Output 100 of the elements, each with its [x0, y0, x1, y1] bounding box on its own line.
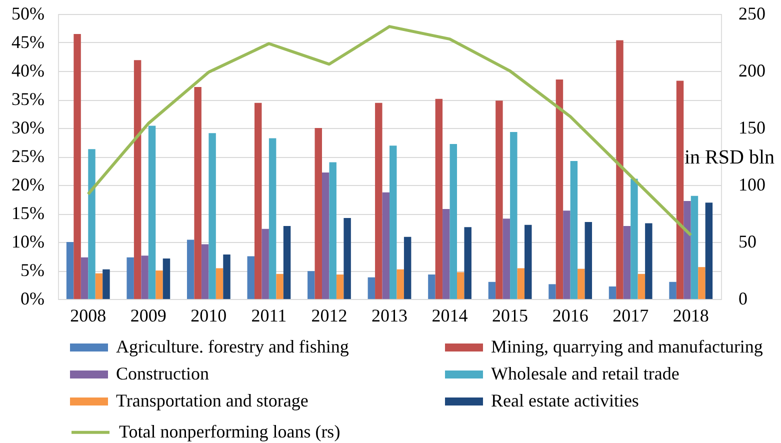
- bar: [314, 128, 322, 299]
- bar: [102, 269, 110, 299]
- bar: [162, 258, 170, 299]
- x-tick-label: 2015: [492, 306, 528, 326]
- y-tick-label: 25%: [12, 146, 44, 166]
- bar: [698, 267, 706, 299]
- x-tick-label: 2008: [70, 306, 106, 326]
- bar: [201, 244, 209, 299]
- y2-tick-label: 150: [738, 118, 766, 138]
- legend-label: Agriculture. forestry and fishing: [116, 336, 349, 356]
- bar: [705, 202, 713, 299]
- bar: [510, 132, 518, 299]
- y-tick-label: 35%: [12, 89, 44, 109]
- bar: [630, 178, 638, 299]
- y-tick-label: 15%: [12, 203, 44, 223]
- x-tick-label: 2018: [672, 306, 709, 326]
- bar: [645, 223, 652, 299]
- legend-label: Wholesale and retail trade: [491, 364, 680, 384]
- bar: [390, 146, 397, 299]
- bar: [382, 192, 390, 299]
- bar: [496, 100, 503, 299]
- y-tick-label: 45%: [12, 32, 44, 52]
- bar: [690, 196, 698, 299]
- bar: [570, 161, 578, 299]
- bar: [66, 242, 74, 299]
- bar: [141, 256, 148, 299]
- bar: [336, 274, 344, 299]
- bar: [608, 286, 616, 299]
- bar: [524, 224, 532, 299]
- bar: [308, 271, 315, 299]
- y2-tick-label: 200: [738, 60, 766, 80]
- bar: [396, 269, 404, 299]
- bar: [194, 86, 202, 299]
- x-tick-label: 2017: [612, 306, 649, 326]
- y-tick-label: 40%: [12, 60, 44, 80]
- y-tick-label: 20%: [12, 174, 44, 194]
- y2-tick-label: 250: [738, 4, 766, 24]
- bar: [283, 226, 291, 299]
- x-tick-label: 2009: [130, 306, 166, 326]
- legend-label: Transportation and storage: [116, 390, 308, 410]
- bar: [254, 102, 262, 299]
- bar: [584, 222, 592, 299]
- y2-tick-label: 50: [738, 232, 756, 252]
- bar: [442, 208, 450, 299]
- bar: [578, 268, 585, 299]
- x-tick-label: 2011: [251, 306, 287, 326]
- bar: [88, 149, 96, 299]
- x-tick-label: 2014: [432, 306, 468, 326]
- bar: [262, 228, 269, 299]
- bar: [247, 256, 254, 299]
- legend-label: Mining, quarrying and manufacturing: [491, 336, 763, 356]
- bar: [404, 236, 412, 299]
- bar: [186, 240, 194, 299]
- x-tick-label: 2012: [311, 306, 348, 326]
- bar: [223, 254, 230, 299]
- bar: [428, 274, 436, 299]
- bar: [684, 200, 691, 299]
- x-tick-label: 2010: [190, 306, 227, 326]
- bar: [216, 268, 224, 299]
- bar: [502, 218, 510, 299]
- bar: [95, 273, 103, 299]
- bar: [676, 80, 684, 299]
- bar: [556, 80, 564, 299]
- bar: [368, 277, 376, 299]
- bar: [268, 138, 276, 299]
- bar: [435, 98, 443, 299]
- bar: [464, 227, 472, 299]
- bar: [623, 226, 631, 299]
- bar: [329, 162, 336, 299]
- bar: [156, 270, 163, 299]
- y2-tick-label: 100: [738, 174, 766, 194]
- bar: [488, 282, 496, 299]
- y2-tick-label: 0: [738, 288, 748, 308]
- y-tick-label: 50%: [12, 4, 44, 24]
- y-tick-label: 10%: [12, 232, 44, 252]
- legend-label: Construction: [116, 364, 209, 384]
- bar: [548, 284, 556, 299]
- bar: [517, 268, 525, 299]
- bar: [80, 257, 88, 299]
- bar: [669, 282, 676, 299]
- legend-label: Total nonperforming loans (rs): [119, 421, 340, 442]
- y-tick-label: 5%: [20, 260, 44, 280]
- bar: [322, 172, 330, 299]
- bar: [148, 126, 156, 299]
- y-tick-label: 0%: [20, 288, 44, 308]
- bar: [208, 133, 216, 299]
- y2-axis-title: in RSD bln: [684, 146, 775, 168]
- bar: [375, 102, 382, 299]
- bar: [616, 40, 624, 299]
- bar: [457, 272, 464, 299]
- x-tick-label: 2013: [372, 306, 408, 326]
- x-tick-label: 2016: [552, 306, 588, 326]
- legend-label: Real estate activities: [491, 390, 639, 410]
- bar: [126, 257, 134, 299]
- bar: [450, 144, 458, 299]
- bar: [344, 218, 351, 299]
- bar: [638, 274, 646, 299]
- bar: [276, 274, 284, 299]
- bar: [134, 60, 142, 299]
- bar: [563, 210, 570, 299]
